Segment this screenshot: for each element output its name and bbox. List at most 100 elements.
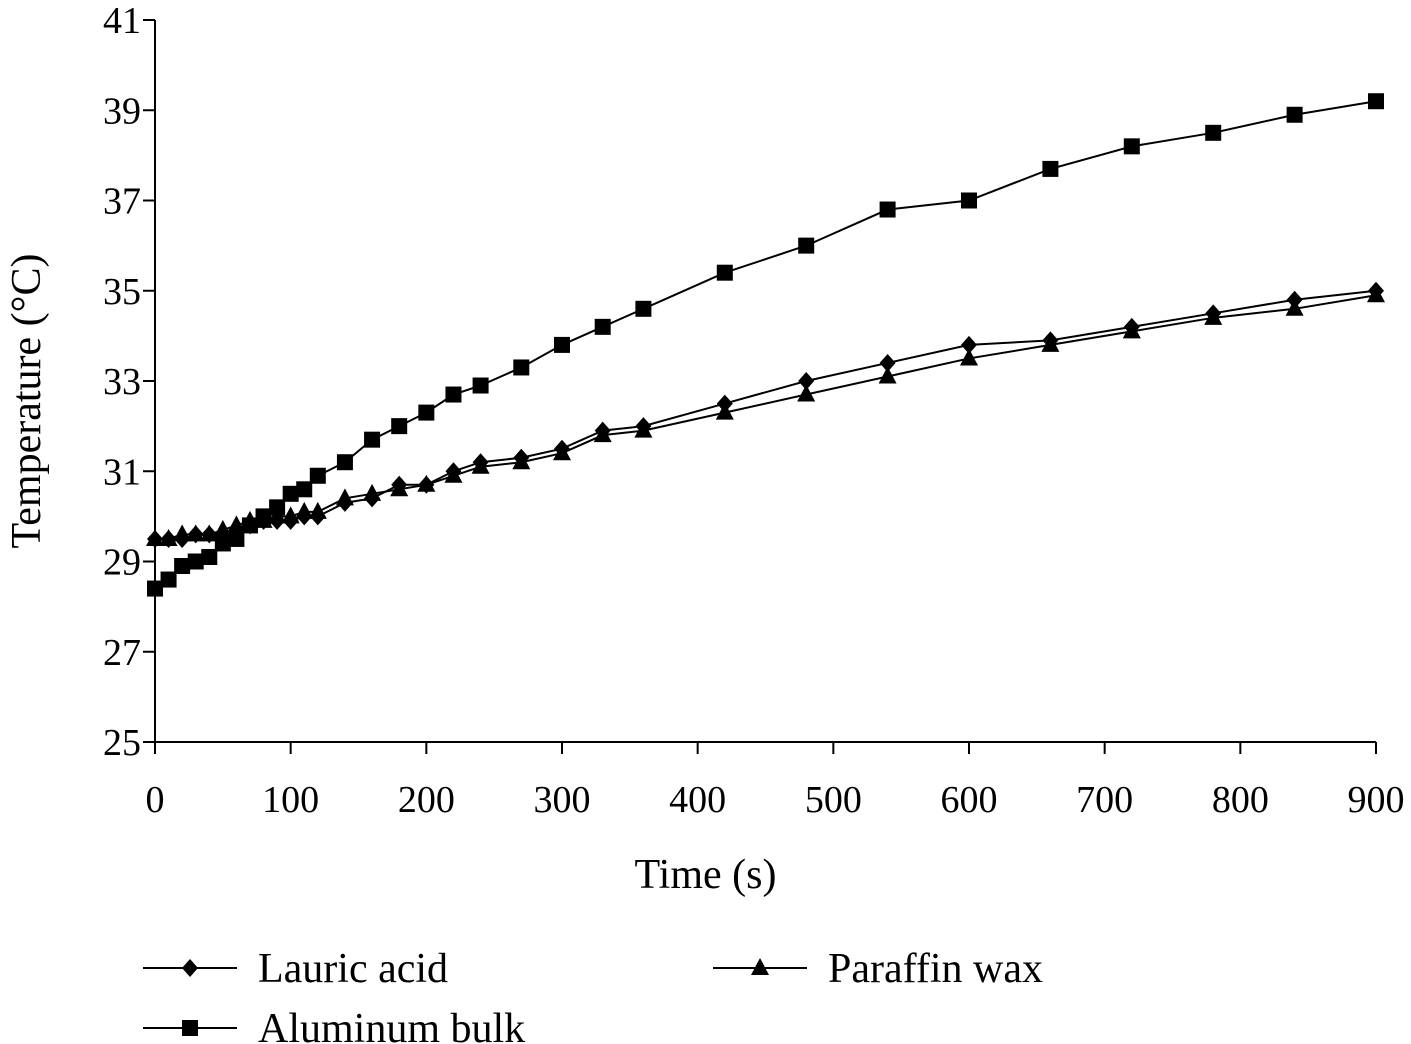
data-point-paraffin-wax	[553, 443, 571, 461]
data-point-aluminum-bulk	[214, 535, 231, 552]
y-axis-title: Temperature (°C)	[4, 254, 50, 549]
plot-area	[146, 93, 1385, 597]
data-point-paraffin-wax	[240, 510, 259, 528]
data-point-aluminum-bulk	[1042, 160, 1059, 177]
data-point-paraffin-wax	[254, 510, 273, 528]
data-point-paraffin-wax	[444, 465, 463, 483]
data-point-aluminum-bulk	[554, 336, 570, 353]
legend: Lauric acid Aluminum bulk Paraffin wax	[143, 946, 1043, 1044]
data-point-aluminum-bulk	[201, 548, 218, 565]
data-point-aluminum-bulk	[1123, 138, 1140, 155]
y-tick-label: 25	[103, 722, 141, 764]
data-point-paraffin-wax	[295, 501, 314, 519]
y-tick-label: 29	[103, 542, 141, 584]
legend-item-lauric-acid: Lauric acid	[143, 946, 448, 992]
x-tick-label: 400	[669, 779, 726, 821]
x-axis-ticks: 0 100 200 300 400 500 600 700 800 900	[146, 742, 1405, 821]
x-tick-label: 100	[262, 779, 319, 821]
data-point-aluminum-bulk	[147, 580, 163, 597]
data-point-aluminum-bulk	[309, 467, 326, 484]
x-tick-label: 200	[398, 779, 455, 821]
x-axis-title: Time (s)	[635, 852, 777, 898]
data-point-paraffin-wax	[335, 488, 354, 506]
y-tick-label: 35	[103, 271, 141, 313]
data-point-paraffin-wax	[417, 474, 436, 492]
data-point-paraffin-wax	[1041, 334, 1060, 352]
data-point-aluminum-bulk	[594, 318, 611, 335]
data-point-aluminum-bulk	[961, 192, 977, 209]
legend-label: Aluminum bulk	[258, 1006, 525, 1044]
data-point-aluminum-bulk	[1286, 106, 1303, 123]
data-point-aluminum-bulk	[174, 558, 191, 575]
legend-marker	[182, 959, 198, 977]
x-tick-label: 900	[1348, 779, 1405, 821]
x-tick-label: 300	[534, 779, 591, 821]
data-point-aluminum-bulk	[391, 418, 408, 435]
data-point-aluminum-bulk	[445, 386, 462, 403]
y-axis-ticks: 25 27 29 31 33 35 37 39 41	[103, 0, 155, 764]
data-point-paraffin-wax	[363, 483, 382, 501]
data-point-paraffin-wax	[186, 524, 205, 542]
y-tick-label: 27	[103, 632, 141, 674]
y-tick-label: 39	[103, 90, 141, 132]
legend-item-paraffin-wax: Paraffin wax	[713, 946, 1043, 992]
data-point-paraffin-wax	[173, 524, 192, 542]
data-point-aluminum-bulk	[364, 431, 381, 448]
y-tick-label: 41	[103, 0, 141, 42]
x-tick-label: 600	[941, 779, 998, 821]
legend-marker	[182, 1020, 198, 1036]
data-point-paraffin-wax	[308, 501, 327, 519]
data-point-paraffin-wax	[634, 420, 653, 438]
data-point-paraffin-wax	[1285, 298, 1304, 316]
data-point-paraffin-wax	[1367, 285, 1385, 303]
data-point-paraffin-wax	[797, 384, 816, 402]
data-point-aluminum-bulk	[1368, 93, 1384, 110]
data-point-aluminum-bulk	[418, 404, 435, 421]
data-point-paraffin-wax	[715, 402, 734, 420]
y-tick-label: 37	[103, 181, 141, 223]
data-point-paraffin-wax	[227, 515, 246, 533]
series-lauric-acid	[147, 281, 1384, 548]
data-point-paraffin-wax	[1204, 307, 1223, 325]
y-tick-label: 31	[103, 451, 141, 493]
data-point-lauric-acid	[798, 372, 815, 390]
data-point-paraffin-wax	[213, 519, 232, 537]
data-point-paraffin-wax	[593, 425, 612, 443]
legend-label: Paraffin wax	[828, 946, 1043, 992]
data-point-aluminum-bulk	[187, 553, 204, 570]
data-point-paraffin-wax	[390, 479, 409, 497]
data-point-aluminum-bulk	[228, 530, 245, 547]
data-point-aluminum-bulk	[282, 485, 299, 502]
data-point-aluminum-bulk	[513, 359, 530, 376]
data-point-paraffin-wax	[471, 456, 490, 474]
data-point-lauric-acid	[879, 353, 896, 372]
data-point-paraffin-wax	[146, 528, 164, 546]
data-point-aluminum-bulk	[1205, 124, 1222, 141]
data-point-aluminum-bulk	[296, 481, 313, 498]
data-point-aluminum-bulk	[160, 571, 177, 588]
legend-item-aluminum-bulk: Aluminum bulk	[143, 1006, 525, 1044]
data-point-paraffin-wax	[1122, 321, 1141, 339]
legend-label: Lauric acid	[258, 946, 448, 992]
y-tick-label: 33	[103, 361, 141, 403]
data-point-aluminum-bulk	[635, 300, 652, 317]
axes	[154, 20, 1376, 743]
x-tick-label: 800	[1212, 779, 1269, 821]
data-point-lauric-acid	[961, 335, 977, 354]
data-point-aluminum-bulk	[879, 201, 896, 218]
data-point-paraffin-wax	[878, 366, 897, 384]
x-tick-label: 500	[805, 779, 862, 821]
data-point-paraffin-wax	[281, 506, 300, 524]
x-tick-label: 700	[1076, 779, 1133, 821]
data-point-aluminum-bulk	[336, 454, 353, 471]
data-point-paraffin-wax	[960, 348, 978, 366]
data-point-aluminum-bulk	[798, 237, 815, 254]
data-point-aluminum-bulk	[472, 377, 489, 394]
data-point-paraffin-wax	[512, 452, 531, 470]
series-line-aluminum-bulk	[154, 100, 1377, 590]
data-point-paraffin-wax	[159, 528, 178, 546]
legend-marker	[751, 958, 769, 975]
x-tick-label: 0	[146, 779, 165, 821]
series-aluminum-bulk	[147, 93, 1384, 597]
